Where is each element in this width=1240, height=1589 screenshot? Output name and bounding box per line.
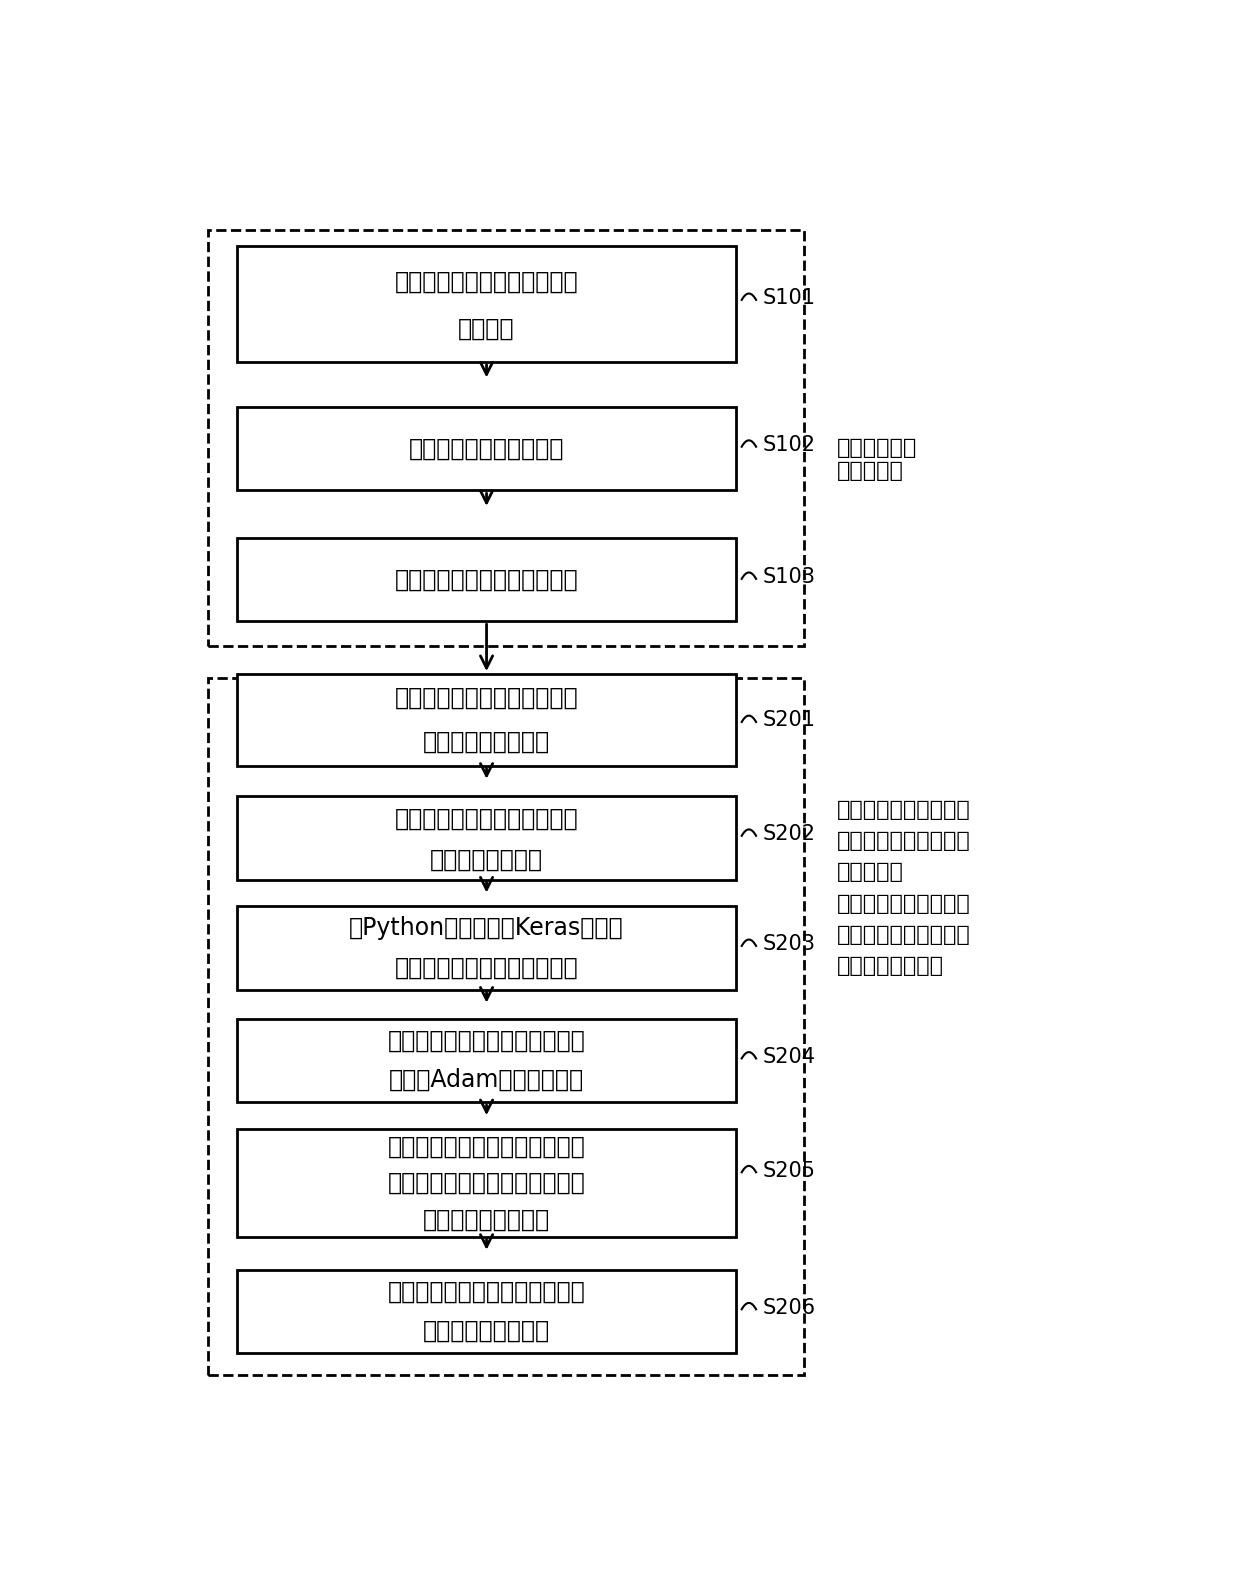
Text: 后采用Adam算法优化模型: 后采用Adam算法优化模型 (389, 1068, 584, 1092)
Bar (237, 1130, 737, 1236)
Text: 预测影响因素的发展情况: 预测影响因素的发展情况 (409, 437, 564, 461)
Text: 输入测试样本集验证模型的有效: 输入测试样本集验证模型的有效 (388, 1135, 585, 1158)
Bar (237, 1270, 737, 1352)
Bar (237, 906, 737, 990)
Text: 收集待预测地区的历史用电量: 收集待预测地区的历史用电量 (394, 686, 578, 710)
Bar (237, 246, 737, 362)
Text: 饱和时间与饱和规模: 饱和时间与饱和规模 (423, 1319, 551, 1343)
Bar (237, 1019, 737, 1103)
Text: S203: S203 (763, 934, 816, 955)
Text: S101: S101 (763, 288, 816, 308)
Text: 构建多输入的长短期记
忆神经网络饱和电力负
荷预测模型
运用优化后的模型进行
饱和电力负荷预测，得
到饱和时间与规模: 构建多输入的长短期记 忆神经网络饱和电力负 荷预测模型 运用优化后的模型进行 饱… (837, 801, 971, 976)
Bar (208, 230, 804, 645)
Text: 按影响因素对未来设置多场景: 按影响因素对未来设置多场景 (394, 567, 578, 591)
Text: S102: S102 (763, 435, 816, 454)
Text: S201: S201 (763, 710, 816, 731)
Bar (237, 796, 737, 880)
Text: 在Python环境下利用Keras库搭建: 在Python环境下利用Keras库搭建 (350, 917, 624, 941)
Text: 行饱和电力负荷预测: 行饱和电力负荷预测 (423, 1208, 551, 1231)
Text: 性，利用预测的影响因素数据进: 性，利用预测的影响因素数据进 (388, 1171, 585, 1195)
Bar (237, 407, 737, 491)
Text: S103: S103 (763, 567, 816, 588)
Text: 设置模型参数，输入训练样本集: 设置模型参数，输入训练样本集 (388, 1030, 585, 1054)
Text: S206: S206 (763, 1298, 816, 1317)
Text: 长短期记忆神经网络预测模型: 长短期记忆神经网络预测模型 (394, 955, 578, 980)
Text: S202: S202 (763, 825, 816, 844)
Text: S204: S204 (763, 1047, 816, 1066)
Text: 数据和影响因素数据: 数据和影响因素数据 (423, 729, 551, 753)
Bar (208, 677, 804, 1374)
Bar (237, 674, 737, 766)
Text: 训练和测试样本集: 训练和测试样本集 (430, 849, 543, 872)
Text: 根据饱和负荷判据，得到最后的: 根据饱和负荷判据，得到最后的 (388, 1279, 585, 1305)
Text: S205: S205 (763, 1160, 816, 1181)
Text: 分析选取影响饱和负荷水平的: 分析选取影响饱和负荷水平的 (394, 270, 578, 294)
Text: 影响因素选取
与场景设置: 影响因素选取 与场景设置 (837, 439, 918, 481)
Text: 主要因素: 主要因素 (459, 316, 515, 340)
Bar (237, 539, 737, 621)
Text: 将数据进行归一化处理后构建: 将数据进行归一化处理后构建 (394, 806, 578, 831)
